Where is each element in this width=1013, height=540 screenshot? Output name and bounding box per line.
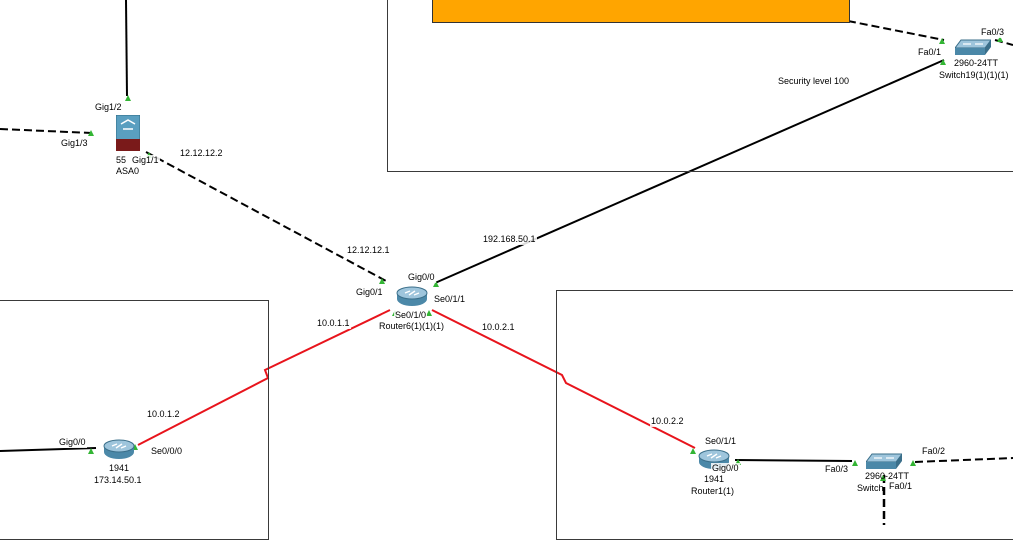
ip-label-rc-to-right: 10.0.2.1: [481, 322, 516, 333]
link-asa-router6[interactable]: [145, 151, 389, 283]
router-left[interactable]: [103, 438, 135, 460]
security-level-label: Security level 100: [778, 76, 850, 86]
port-label-asa-gig1-2: Gig1/2: [94, 102, 123, 113]
area-bottom-right[interactable]: [556, 290, 1013, 540]
link-router6-router-left-serial[interactable]: [137, 309, 391, 446]
port-up-indicator: [940, 59, 946, 65]
router-left-model: 1941: [109, 463, 130, 473]
port-up-indicator: [939, 38, 945, 44]
port-up-indicator: [880, 475, 886, 481]
ip-label-asa-out: 12.12.12.2: [179, 148, 224, 159]
port-label-rl-se0-0-0: Se0/0/0: [150, 446, 184, 457]
router-left-name: 173.14.50.1: [94, 475, 142, 485]
router-icon: [103, 439, 135, 459]
port-label-st-fa0-3: Fa0/3: [980, 27, 1006, 38]
router-center-name: Router6(1)(1)(1): [379, 321, 445, 331]
security-area-top-right[interactable]: [387, 0, 1013, 172]
switch-top[interactable]: [955, 38, 991, 56]
port-label-sb-fa0-2: Fa0/2: [921, 446, 947, 457]
link-router1-switch[interactable]: [734, 459, 853, 462]
router-icon: [396, 286, 428, 306]
port-label-rr-gig0-0: Gig0/0: [711, 463, 740, 474]
port-up-indicator: [88, 130, 94, 136]
port-up-indicator: [379, 278, 385, 284]
asa-name-label: ASA0: [116, 166, 140, 176]
ip-label-rc-to-switch: 192.168.50.1: [482, 234, 537, 245]
port-up-indicator: [426, 310, 432, 316]
area-bottom-left[interactable]: [0, 300, 269, 540]
ip-label-rc-to-left: 10.0.1.1: [316, 318, 351, 329]
port-label-rc-se0-1-1: Se0/1/1: [433, 294, 467, 305]
ip-label-rc-in: 12.12.12.1: [346, 245, 391, 256]
link-asa-left[interactable]: [0, 128, 93, 134]
link-switch-east[interactable]: [914, 457, 1013, 463]
router-right[interactable]: [698, 448, 730, 470]
switch-icon: [955, 39, 991, 55]
switch-top-model: 2960-24TT: [954, 58, 999, 68]
link-router6-router1-serial[interactable]: [431, 309, 696, 449]
links: [0, 0, 1013, 525]
port-label-st-fa0-1: Fa0/1: [917, 47, 943, 58]
router-right-name: Router1(1): [691, 486, 735, 496]
switch-bottom[interactable]: [866, 452, 902, 470]
port-label-sb-fa0-1: Fa0/1: [888, 481, 914, 492]
port-label-rc-gig0-0: Gig0/0: [407, 272, 436, 283]
port-up-indicator: [88, 448, 94, 454]
port-label-rc-gig0-1: Gig0/1: [355, 287, 384, 298]
port-up-indicator: [690, 448, 696, 454]
port-label-rl-gig0-0: Gig0/0: [58, 437, 87, 448]
port-up-indicator: [852, 460, 858, 466]
port-up-indicator: [910, 460, 916, 466]
port-label-rr-se0-1-1: Se0/1/1: [704, 436, 738, 447]
ip-label-right-serial: 10.0.2.2: [650, 416, 685, 427]
asa-firewall[interactable]: [116, 115, 140, 151]
switch-bottom-model: 2960-24TT: [865, 471, 910, 481]
firewall-icon: [116, 115, 140, 151]
port-up-indicator: [997, 36, 1003, 42]
port-label-rc-se0-1-0: Se0/1/0: [394, 310, 428, 321]
switch-bottom-name: Switch: [857, 483, 884, 493]
port-label-sb-fa0-3: Fa0/3: [824, 464, 850, 475]
port-label-asa-gig1-1: Gig1/1: [131, 155, 160, 166]
link-router-left-west[interactable]: [0, 447, 97, 452]
router-right-model: 1941: [704, 474, 725, 484]
switch-top-name: Switch19(1)(1)(1): [939, 70, 1009, 80]
ip-label-left-serial: 10.0.1.2: [146, 409, 181, 420]
router-center[interactable]: [396, 285, 428, 307]
router-icon: [698, 449, 730, 469]
asa-model-label: 55: [116, 155, 127, 165]
port-up-indicator: [433, 281, 439, 287]
port-up-indicator: [125, 95, 131, 101]
switch-icon: [866, 453, 902, 469]
orange-cloud-region[interactable]: [432, 0, 850, 23]
port-label-asa-gig1-3: Gig1/3: [60, 138, 89, 149]
link-asa-up[interactable]: [125, 0, 128, 97]
